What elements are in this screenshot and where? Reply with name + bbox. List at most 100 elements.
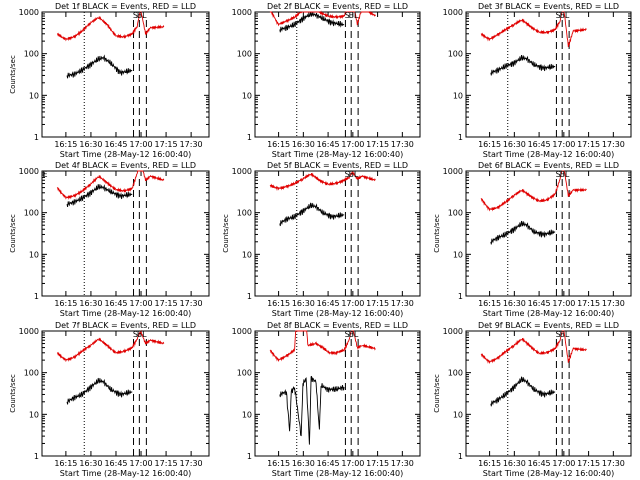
- panel-det-9: Det 9f BLACK = Events, RED = LLD 1 10 100 10…: [433, 321, 632, 478]
- y-tick-label: 1: [247, 292, 252, 301]
- event-marker-label: S: [556, 11, 561, 20]
- panel-det-4: Det 4f BLACK = Events, RED = LLD 1 10 100 10…: [9, 161, 210, 318]
- x-axis-label: Start Time (28-May-12 16:00:40): [272, 309, 403, 318]
- x-tick-label: 17:15: [577, 299, 600, 308]
- series-black-line: [66, 54, 133, 79]
- y-tick-label: 1: [34, 133, 39, 142]
- y-tick-label: 1000: [19, 327, 39, 336]
- event-marker-label: L: [565, 170, 570, 179]
- series-black-line: [490, 55, 556, 76]
- x-tick-label: 16:30: [292, 299, 315, 308]
- panel-det-5: Det 5f BLACK = Events, RED = LLD 1 10 100 10…: [222, 161, 421, 318]
- x-axis-label: Start Time (28-May-12 16:00:40): [60, 150, 191, 159]
- event-marker-label: E: [349, 330, 354, 339]
- y-tick-label: 100: [24, 209, 39, 218]
- x-tick-label: 16:45: [104, 459, 127, 468]
- series-red-line: [57, 11, 165, 42]
- x-tick-label: 17:00: [552, 459, 575, 468]
- x-tick-label: 16:30: [503, 459, 526, 468]
- panel-title: Det 8f BLACK = Events, RED = LLD: [267, 321, 408, 330]
- x-tick-label: 16:15: [54, 140, 77, 149]
- y-axis-label: Counts/sec: [9, 55, 17, 94]
- y-axis-label: Counts/sec: [9, 214, 17, 253]
- x-tick-label: 16:30: [79, 459, 102, 468]
- event-marker-label: L: [354, 11, 359, 20]
- panel-title: Det 5f BLACK = Events, RED = LLD: [267, 161, 408, 170]
- event-marker-label: L: [142, 330, 147, 339]
- y-tick-label: 1000: [232, 167, 252, 176]
- x-tick-label: 17:30: [391, 299, 414, 308]
- x-tick-label: 17:30: [602, 459, 625, 468]
- panel-title: Det 9f BLACK = Events, RED = LLD: [478, 321, 619, 330]
- x-axis-label: Start Time (28-May-12 16:00:40): [60, 469, 191, 478]
- x-tick-label: 16:30: [79, 140, 102, 149]
- plot-frame: [465, 11, 632, 138]
- x-tick-label: 17:00: [129, 299, 152, 308]
- series-red-line: [269, 171, 376, 192]
- x-tick-label: 16:15: [54, 299, 77, 308]
- series-red-line: [56, 170, 165, 200]
- x-tick-label: 17:30: [602, 299, 625, 308]
- plot-frame: [465, 330, 632, 457]
- x-tick-label: 16:45: [528, 140, 551, 149]
- y-tick-label: 10: [29, 91, 39, 100]
- panel-det-8: Det 8f BLACK = Events, RED = LLD 1 10 100 10…: [232, 321, 421, 478]
- x-tick-label: 17:00: [341, 459, 364, 468]
- x-tick-label: 16:45: [528, 299, 551, 308]
- event-marker-label: S: [345, 170, 350, 179]
- series-black-line: [279, 202, 345, 227]
- y-tick-label: 100: [448, 50, 463, 59]
- y-tick-label: 1: [247, 452, 252, 461]
- series-red-line: [56, 329, 165, 363]
- y-tick-label: 1000: [232, 8, 252, 17]
- series-black-line: [279, 11, 345, 33]
- series-black-line: [66, 377, 133, 405]
- x-tick-label: 16:15: [267, 459, 290, 468]
- x-tick-label: 17:30: [180, 140, 203, 149]
- panel-title: Det 2f BLACK = Events, RED = LLD: [267, 2, 408, 11]
- y-tick-label: 1: [458, 133, 463, 142]
- x-tick-label: 17:15: [155, 140, 178, 149]
- series-black-line: [490, 376, 556, 407]
- y-tick-label: 10: [242, 250, 252, 259]
- panel-title: Det 7f BLACK = Events, RED = LLD: [55, 321, 196, 330]
- x-axis-label: Start Time (28-May-12 16:00:40): [60, 309, 191, 318]
- y-tick-label: 1: [34, 292, 39, 301]
- y-tick-label: 100: [237, 209, 252, 218]
- series-red-line: [480, 170, 587, 212]
- x-tick-label: 17:15: [155, 299, 178, 308]
- y-axis-label: Counts/sec: [433, 374, 441, 413]
- x-axis-label: Start Time (28-May-12 16:00:40): [272, 469, 403, 478]
- x-tick-label: 17:15: [366, 299, 389, 308]
- series-black-line: [490, 220, 556, 245]
- x-tick-label: 17:15: [577, 140, 600, 149]
- y-tick-label: 1000: [232, 327, 252, 336]
- x-tick-label: 17:00: [129, 140, 152, 149]
- x-tick-label: 16:30: [503, 140, 526, 149]
- x-tick-label: 16:45: [104, 299, 127, 308]
- event-marker-label: L: [565, 330, 570, 339]
- series-red-line: [269, 330, 376, 363]
- x-tick-label: 17:15: [366, 140, 389, 149]
- x-tick-label: 16:45: [317, 140, 340, 149]
- x-tick-label: 16:45: [317, 459, 340, 468]
- x-tick-label: 16:15: [267, 299, 290, 308]
- x-tick-label: 16:15: [478, 299, 501, 308]
- y-tick-label: 100: [237, 369, 252, 378]
- x-tick-label: 17:00: [129, 459, 152, 468]
- x-tick-label: 16:15: [267, 140, 290, 149]
- x-tick-label: 17:00: [552, 140, 575, 149]
- y-tick-label: 100: [448, 369, 463, 378]
- plot-frame: [41, 330, 210, 457]
- x-tick-label: 17:30: [180, 459, 203, 468]
- event-marker-label: S: [345, 11, 350, 20]
- y-tick-label: 100: [24, 369, 39, 378]
- panel-title: Det 4f BLACK = Events, RED = LLD: [55, 161, 196, 170]
- x-axis-label: Start Time (28-May-12 16:00:40): [272, 150, 403, 159]
- x-tick-label: 16:15: [478, 140, 501, 149]
- event-marker-label: L: [354, 330, 359, 339]
- x-tick-label: 16:30: [292, 140, 315, 149]
- panel-title: Det 1f BLACK = Events, RED = LLD: [55, 2, 196, 11]
- y-tick-label: 1: [247, 133, 252, 142]
